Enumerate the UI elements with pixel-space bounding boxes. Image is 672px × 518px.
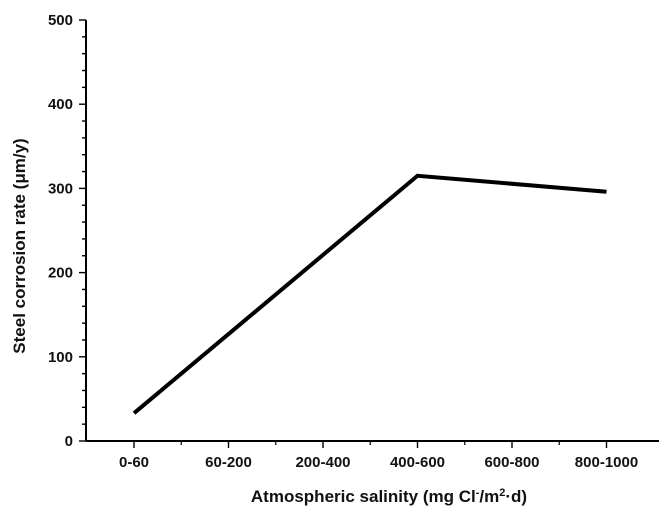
x-tick-label: 60-200 (205, 454, 252, 471)
y-tick-label: 500 (48, 12, 73, 29)
y-tick-label: 200 (48, 265, 73, 282)
x-axis-title-middle: /m (479, 487, 499, 506)
x-axis-title-sup1: - (476, 487, 480, 499)
x-tick-label: 0-60 (119, 454, 149, 471)
tick-marks (79, 19, 608, 448)
x-axis-title-prefix: Atmospheric salinity (mg Cl (251, 487, 476, 506)
x-tick-label: 400-600 (390, 454, 445, 471)
x-tick-label: 600-800 (484, 454, 539, 471)
x-tick-label: 800-1000 (575, 454, 638, 471)
y-tick-label: 100 (48, 349, 73, 366)
y-tick-label: 0 (65, 433, 73, 450)
x-axis-title-sup2: 2 (499, 487, 505, 499)
x-axis-title-suffix: ·d) (505, 487, 527, 506)
series-layer (132, 173, 607, 415)
x-axis-title: Atmospheric salinity (mg Cl-/m2·d) (251, 487, 527, 506)
y-tick-label: 300 (48, 180, 73, 197)
y-tick-label: 400 (48, 96, 73, 113)
x-tick-label: 200-400 (295, 454, 350, 471)
axes (85, 20, 659, 442)
series-line (132, 173, 607, 415)
tick-labels: 0 100 200 300 400 500 0-60 60-200 200-400 400-600… (48, 12, 638, 471)
y-axis-title: Steel corrosion rate (μm/y) (10, 138, 29, 353)
